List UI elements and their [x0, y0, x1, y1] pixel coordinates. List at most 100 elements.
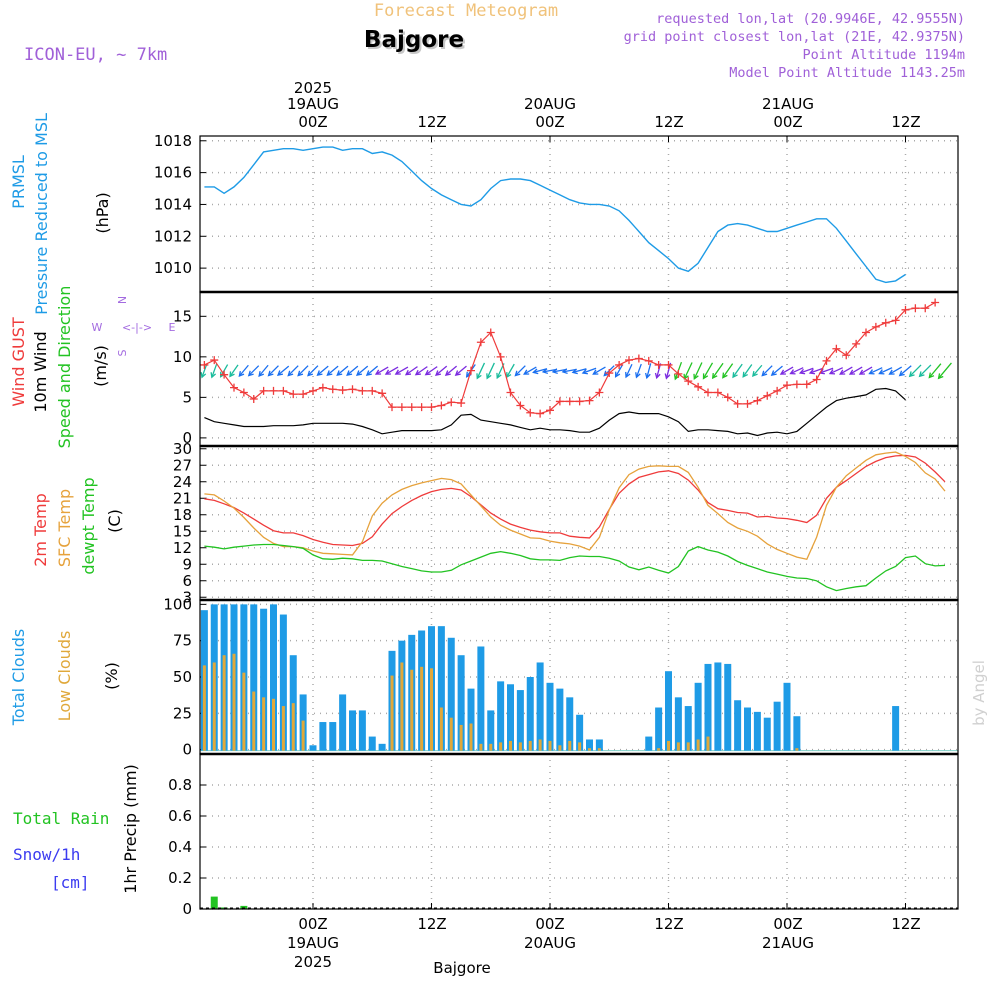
- bottom-year-label: 2025: [294, 953, 332, 971]
- wind-arrow-head: [603, 370, 610, 377]
- low-cloud-bar: [568, 740, 572, 751]
- wind-arrow: [572, 368, 587, 374]
- wind-arrow: [326, 365, 339, 376]
- total-cloud-bar: [586, 739, 593, 751]
- gust-point: [822, 356, 831, 365]
- location-title-shadow: Bajgore: [366, 29, 466, 55]
- rain-bar: [240, 905, 248, 909]
- wind-arrow: [790, 367, 804, 375]
- y-tick-label: 15: [173, 307, 192, 325]
- wind-arrow: [375, 366, 389, 375]
- gust-point: [644, 356, 653, 365]
- wind-arrow-head: [355, 370, 363, 376]
- total-cloud-bar: [368, 736, 376, 751]
- wind-arrow-head: [496, 372, 502, 380]
- gust-point: [249, 394, 258, 403]
- gust-point: [259, 386, 268, 395]
- low-cloud-bar: [222, 655, 226, 751]
- panel-precip: 0 0.2 0.4 0.6 0.8: [168, 753, 959, 918]
- y-tick-label: 75: [173, 632, 192, 650]
- wind-arrow-head: [702, 373, 709, 380]
- total-cloud-bar: [753, 711, 761, 751]
- product-title: Forecast Meteogram: [374, 1, 558, 21]
- wind-arrow-head: [732, 372, 738, 379]
- total-cloud-bar: [358, 710, 366, 751]
- panel-wind: 0 5 10 15: [173, 292, 959, 447]
- wind-arrow: [722, 363, 734, 378]
- wind-arrow-head: [514, 370, 521, 377]
- wind-arrow-head: [711, 372, 718, 380]
- total-cloud-bar: [704, 663, 712, 751]
- total-cloud-bar: [536, 662, 544, 751]
- pressure-line: [204, 146, 906, 284]
- total-cloud-bar: [526, 677, 534, 751]
- wind-arrow-head: [486, 373, 492, 380]
- total-cloud-bar: [576, 714, 584, 751]
- wind-arrow-head: [828, 369, 836, 375]
- gust-point: [694, 382, 703, 391]
- gust-point: [931, 298, 940, 307]
- total-cloud-bar: [714, 662, 722, 751]
- gust-point: [388, 403, 396, 412]
- total-cloud-bar: [595, 739, 603, 751]
- y-tick-label: 0: [182, 741, 192, 759]
- wind-arrow-head: [297, 370, 304, 377]
- wind10m-label: 10m Wind: [31, 331, 50, 412]
- wind-arrow: [248, 365, 260, 377]
- low-cloud-bar: [479, 743, 483, 751]
- wind-arrow: [683, 362, 693, 380]
- total-cloud-bar: [655, 707, 663, 751]
- wind-arrow-head: [316, 370, 323, 376]
- wind-arrow-head: [592, 369, 599, 375]
- wind-arrow: [415, 366, 428, 376]
- top-date-label: 20AUG: [524, 95, 576, 113]
- wind-arrow: [425, 366, 438, 376]
- total-cloud-bar: [566, 697, 574, 751]
- low-cloud-bar: [430, 668, 433, 751]
- precip-unit: 1hr Precip (mm): [121, 764, 140, 894]
- wind-arrow-head: [888, 369, 895, 375]
- total-cloud-bar: [319, 722, 327, 751]
- wind-arrow-head: [693, 373, 699, 381]
- total-cloud-bar: [734, 700, 742, 751]
- gust-point: [625, 356, 633, 365]
- gust-point: [358, 386, 367, 395]
- cloud-unit: (%): [102, 662, 121, 690]
- sfc-temp-line: [204, 451, 946, 561]
- wind-arrow: [859, 366, 873, 375]
- panel-background: [200, 136, 958, 292]
- wind-speed-dir-label: Speed and Direction: [55, 286, 74, 449]
- wind-arrow: [229, 364, 239, 377]
- total-cloud-bar: [457, 655, 465, 751]
- bottom-date-label: 21AUG: [762, 934, 814, 952]
- gust-point: [585, 396, 594, 405]
- wind-arrow-head: [258, 370, 265, 378]
- total-cloud-bar: [260, 608, 268, 751]
- gust-point: [891, 316, 900, 325]
- y-tick-label: 24: [173, 473, 192, 491]
- gust-point: [743, 399, 752, 408]
- gust-point: [496, 352, 505, 361]
- bottom-time-label: 12Z: [417, 915, 446, 933]
- wind-arrow-head: [454, 370, 461, 376]
- gust-point: [723, 393, 732, 402]
- wind-arrow: [562, 368, 577, 373]
- temp2m-line: [204, 454, 946, 547]
- wind10m-line: [204, 387, 906, 437]
- gust-point: [239, 388, 248, 397]
- total-cloud-bar: [516, 690, 524, 751]
- wind-unit: (m/s): [91, 345, 110, 387]
- wind-arrow-head: [346, 370, 353, 376]
- wind-arrow: [582, 367, 597, 374]
- gust-point: [457, 399, 466, 408]
- wind-arrow-head: [267, 370, 274, 377]
- wind-arrow: [307, 365, 319, 377]
- top-time-label: 12Z: [891, 113, 920, 131]
- wind-arrow-head: [878, 369, 885, 375]
- total-cloud-bar: [329, 722, 337, 751]
- location-title: Bajgore: [364, 27, 464, 53]
- gust-point: [783, 381, 791, 390]
- y-tick-label: 1016: [154, 164, 192, 182]
- wind-arrow-head: [937, 373, 944, 380]
- y-tick-label: 0: [182, 429, 192, 447]
